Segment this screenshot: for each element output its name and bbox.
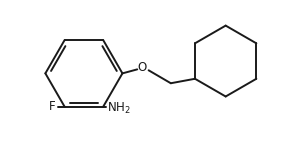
- Text: NH$_2$: NH$_2$: [107, 101, 131, 116]
- Text: F: F: [49, 100, 55, 113]
- Text: O: O: [138, 61, 147, 74]
